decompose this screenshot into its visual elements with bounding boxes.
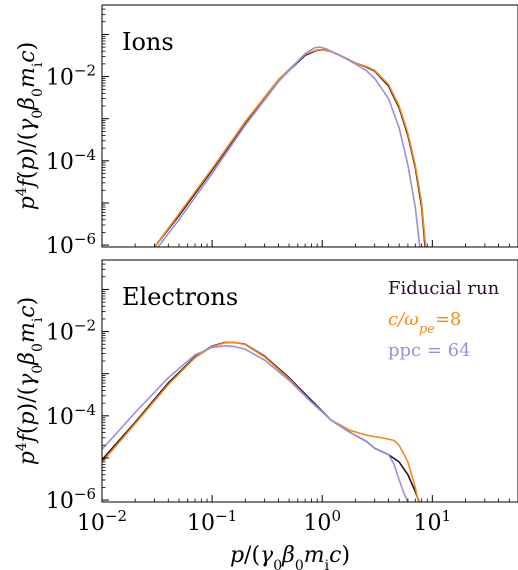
legend: Fiducial run c/ωpe=8 ppc = 64 [388, 278, 500, 361]
y-axis-label: p4f(p)/(γ0β0mic) [14, 297, 46, 465]
y-tick-label: 10−6 [46, 485, 96, 514]
y-tick-label: 10−6 [46, 230, 96, 259]
x-tick-label: 100 [303, 507, 341, 536]
legend-entry-2: ppc = 64 [388, 340, 471, 361]
panel-label: Electrons [122, 283, 238, 311]
y-tick-label: 10−4 [46, 401, 96, 430]
series-line-1 [102, 341, 420, 502]
series-line-1 [153, 49, 427, 247]
series-line-2 [157, 46, 421, 247]
y-tick-label: 10−2 [46, 62, 96, 91]
ions-panel: 10−6 10−4 10−2 Ions p4f(p)/(γ0β0mic) [14, 4, 518, 259]
y-tick-label: 10−2 [46, 317, 96, 346]
y-tick-label: 10−4 [46, 146, 96, 175]
electrons-panel: 10−6 10−4 10−2 10−2 10−1 100 101 Electrons p4f(p… [14, 259, 518, 570]
series-line-0 [102, 341, 420, 502]
series-lines [153, 46, 427, 247]
axes-frame [101, 259, 518, 503]
legend-entry-1: c/ωpe=8 [388, 309, 461, 337]
legend-entry-0: Fiducial run [388, 278, 500, 299]
y-axis-label: p4f(p)/(γ0β0mic) [14, 42, 46, 210]
x-tick-label: 10−2 [77, 507, 127, 536]
x-tick-label: 10−1 [187, 507, 237, 536]
x-axis-label: p/(γ0β0mic) [230, 543, 350, 570]
series-lines [102, 341, 420, 502]
axes-frame [101, 4, 518, 248]
panel-label: Ions [122, 28, 174, 56]
x-tick-label: 101 [414, 507, 452, 536]
series-line-2 [102, 344, 409, 502]
